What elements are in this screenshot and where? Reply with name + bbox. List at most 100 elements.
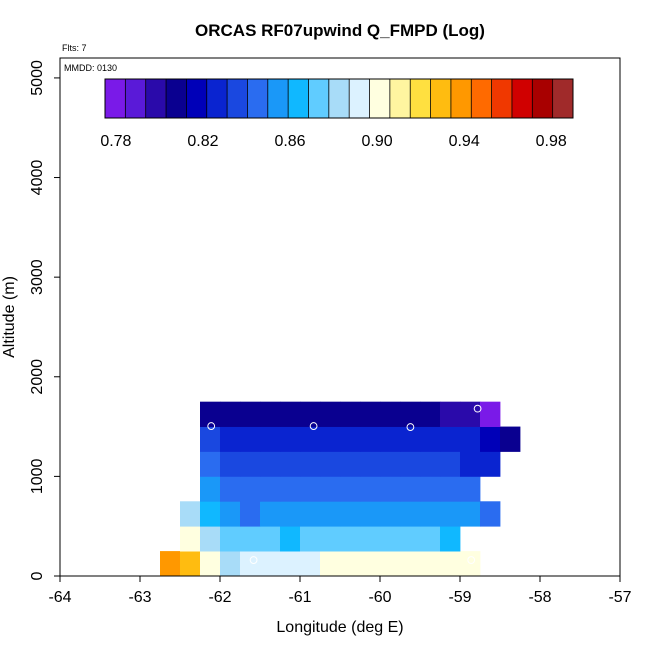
- colorbar-swatch: [349, 79, 370, 118]
- heatmap-cell-r3-c10: [400, 476, 421, 502]
- y-tick-label: 2000: [29, 359, 46, 395]
- flights-label: Flts: 7: [62, 43, 87, 53]
- heatmap-cell-r1-c13: [440, 526, 461, 552]
- heatmap-cell-r6-c8: [360, 401, 381, 427]
- heatmap-cell-r5-c2: [240, 426, 261, 452]
- heatmap-cell-r4-c4: [280, 451, 301, 477]
- heatmap-cell-r4-c2: [240, 451, 261, 477]
- y-tick-label: 4000: [29, 160, 46, 196]
- heatmap-cell-r3-c6: [320, 476, 341, 502]
- heatmap-cell-r4-c11: [420, 451, 441, 477]
- heatmap-cell-r5-c1: [220, 426, 241, 452]
- heatmap-cell-r1-c6: [300, 526, 321, 552]
- x-tick-label: -59: [448, 589, 471, 606]
- heatmap-cell-r0-c4: [240, 551, 261, 577]
- colorbar-swatch: [227, 79, 248, 118]
- heatmap-cell-r4-c5: [300, 451, 321, 477]
- x-tick-label: -64: [48, 589, 71, 606]
- heatmap-cell-r5-c12: [440, 426, 461, 452]
- heatmap-cell-r0-c11: [380, 551, 401, 577]
- heatmap-cell-r6-c0: [200, 401, 221, 427]
- heatmap-cell-r0-c14: [440, 551, 461, 577]
- colorbar-swatch: [105, 79, 126, 118]
- heatmap-cell-r0-c12: [400, 551, 421, 577]
- heatmap-cell-r5-c10: [400, 426, 421, 452]
- heatmap-cell-r1-c4: [260, 526, 281, 552]
- plot-frame: [59, 57, 621, 577]
- heatmap-cell-r2-c13: [440, 501, 461, 527]
- x-tick-label: -63: [128, 589, 151, 606]
- heatmap-cell-r1-c2: [220, 526, 241, 552]
- heatmap-cell-r3-c0: [200, 476, 221, 502]
- heatmap-cell-r0-c6: [280, 551, 301, 577]
- observation-marker: [207, 422, 216, 430]
- heatmap-cell-r1-c5: [280, 526, 301, 552]
- heatmap-cell-r5-c15: [500, 426, 521, 452]
- chart-title: ORCAS RF07upwind Q_FMPD (Log): [195, 21, 485, 40]
- heatmap-cell-r5-c6: [320, 426, 341, 452]
- heatmap-cell-r0-c9: [340, 551, 361, 577]
- heatmap-cell-r5-c9: [380, 426, 401, 452]
- colorbar-swatch: [267, 79, 289, 118]
- colorbar-tick-label: 0.94: [449, 133, 480, 150]
- heatmap-cell-r0-c5: [260, 551, 281, 577]
- heatmap-cell-r1-c10: [380, 526, 401, 552]
- heatmap-cell-r4-c7: [340, 451, 361, 477]
- heatmap-cell-r6-c1: [220, 401, 241, 427]
- heatmap-cell-r1-c11: [400, 526, 421, 552]
- colorbar-swatch: [410, 79, 431, 118]
- heatmap-cell-r3-c8: [360, 476, 381, 502]
- heatmap-cell-r3-c2: [240, 476, 261, 502]
- x-tick-label: -60: [368, 589, 391, 606]
- x-tick-label: -58: [528, 589, 551, 606]
- heatmap-cell-r2-c9: [360, 501, 381, 527]
- y-tick-label: 0: [29, 571, 46, 580]
- heatmap-cell-r3-c11: [420, 476, 441, 502]
- observation-marker: [309, 422, 318, 430]
- colorbar: 0.78 0.82 0.86 0.90 0.94 0.98: [100, 78, 574, 150]
- heatmap-cell-r6-c14: [480, 401, 501, 427]
- colorbar-tick-label: 0.78: [100, 133, 131, 150]
- heatmap-cell-r3-c5: [300, 476, 321, 502]
- heatmap-cell-r4-c12: [440, 451, 461, 477]
- heatmap-cell-r5-c13: [460, 426, 481, 452]
- heatmap-cell-r6-c11: [420, 401, 441, 427]
- observation-marker: [249, 556, 258, 564]
- heatmap-cell-r4-c9: [380, 451, 401, 477]
- colorbar-tick-label: 0.98: [536, 133, 567, 150]
- heatmap-cell-r4-c1: [220, 451, 241, 477]
- heatmap-cells: [160, 401, 521, 577]
- heatmap-cell-r3-c9: [380, 476, 401, 502]
- heatmap-cell-r0-c13: [420, 551, 441, 577]
- heatmap-cell-r3-c3: [260, 476, 281, 502]
- heatmap-cell-r6-c3: [260, 401, 281, 427]
- heatmap-cell-r1-c9: [360, 526, 381, 552]
- heatmap-cell-r6-c7: [340, 401, 361, 427]
- heatmap-cell-r1-c3: [240, 526, 261, 552]
- heatmap-cell-r5-c5: [300, 426, 321, 452]
- colorbar-swatch: [511, 79, 533, 118]
- observation-marker: [149, 556, 158, 564]
- colorbar-swatch: [389, 79, 411, 118]
- heatmap-cell-r2-c3: [240, 501, 261, 527]
- heatmap-cell-r4-c0: [200, 451, 221, 477]
- colorbar-swatch: [186, 79, 208, 118]
- heatmap-cell-r0-c3: [220, 551, 241, 577]
- heatmap-cell-r2-c11: [400, 501, 421, 527]
- heatmap-cell-r1-c7: [320, 526, 341, 552]
- observation-marker: [467, 556, 476, 564]
- heatmap-cell-r0-c2: [200, 551, 221, 577]
- heatmap-cell-r1-c8: [340, 526, 361, 552]
- heatmap-cell-r4-c10: [400, 451, 421, 477]
- heatmap-cell-r0-c0: [160, 551, 181, 577]
- colorbar-swatch: [328, 79, 350, 118]
- heatmap-cell-r0-c8: [320, 551, 341, 577]
- observation-marker: [406, 423, 415, 431]
- heatmap-cell-r6-c6: [320, 401, 341, 427]
- y-tick-label: 1000: [29, 458, 46, 494]
- heatmap-cell-r3-c12: [440, 476, 461, 502]
- heatmap-cell-r3-c7: [340, 476, 361, 502]
- y-tick-label: 3000: [29, 259, 46, 295]
- heatmap-cell-r4-c8: [360, 451, 381, 477]
